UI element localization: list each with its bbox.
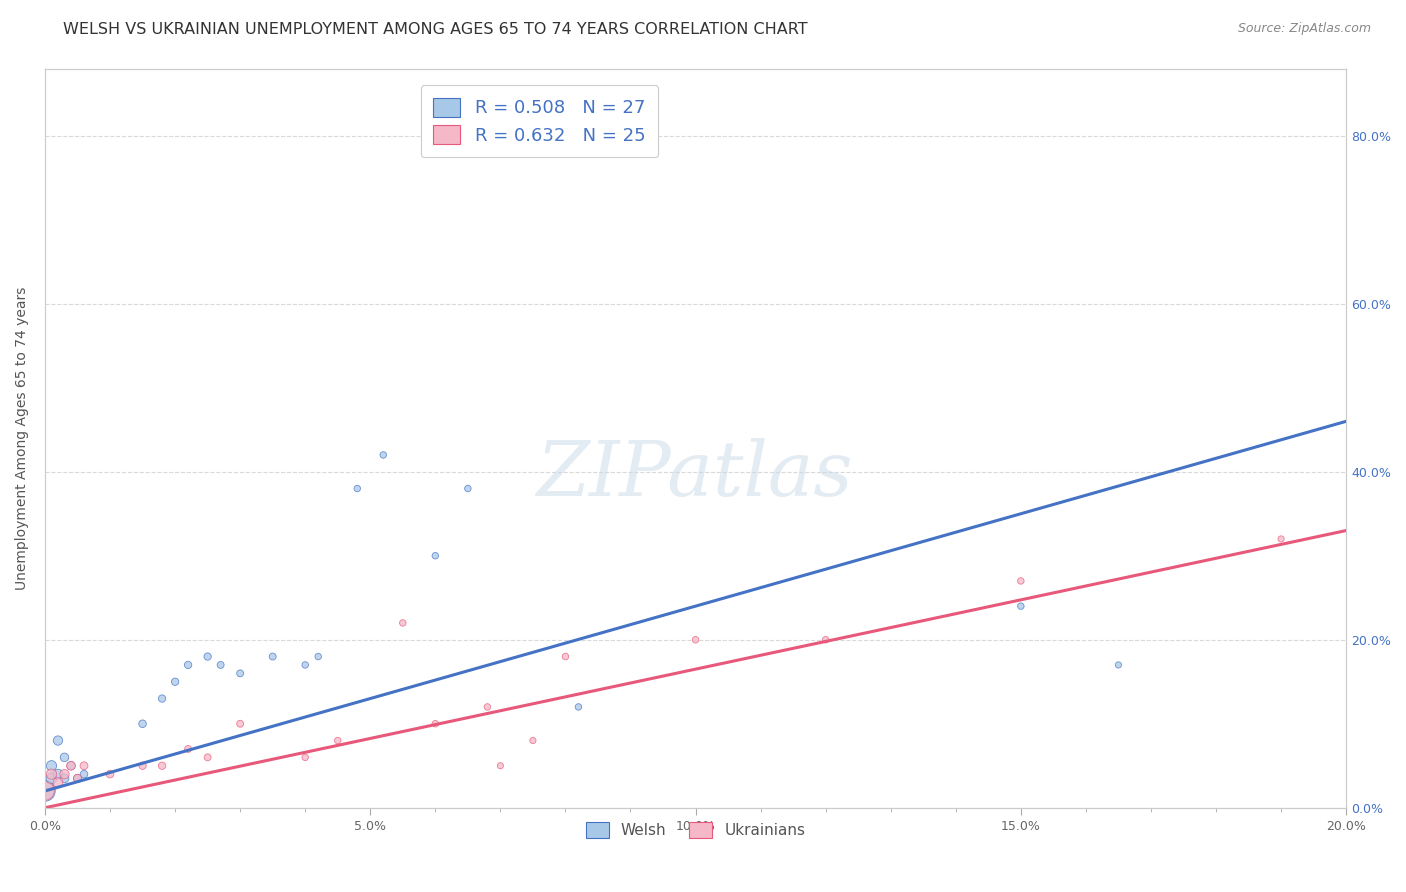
Point xyxy=(131,716,153,731)
Legend: Welsh, Ukrainians: Welsh, Ukrainians xyxy=(579,816,811,845)
Point xyxy=(391,615,413,630)
Point xyxy=(46,775,69,789)
Point xyxy=(477,700,499,714)
Point xyxy=(177,657,200,672)
Point xyxy=(34,784,56,798)
Point xyxy=(59,758,82,772)
Point xyxy=(457,482,479,496)
Point xyxy=(229,666,252,681)
Point xyxy=(46,767,69,781)
Point xyxy=(53,750,76,764)
Y-axis label: Unemployment Among Ages 65 to 74 years: Unemployment Among Ages 65 to 74 years xyxy=(15,286,30,590)
Point xyxy=(294,657,316,672)
Point xyxy=(685,632,707,647)
Text: ZIPatlas: ZIPatlas xyxy=(537,438,853,512)
Point xyxy=(425,549,447,563)
Point xyxy=(150,758,173,772)
Point xyxy=(165,674,187,689)
Point xyxy=(41,758,63,772)
Point xyxy=(41,772,63,786)
Point xyxy=(1010,574,1032,588)
Point xyxy=(41,767,63,781)
Point xyxy=(73,767,96,781)
Point xyxy=(46,733,69,747)
Point xyxy=(34,784,56,798)
Point xyxy=(209,657,232,672)
Text: Source: ZipAtlas.com: Source: ZipAtlas.com xyxy=(1237,22,1371,36)
Point xyxy=(98,767,121,781)
Point xyxy=(522,733,544,747)
Point xyxy=(814,632,837,647)
Point xyxy=(1010,599,1032,614)
Point xyxy=(567,700,589,714)
Point xyxy=(326,733,349,747)
Point xyxy=(53,772,76,786)
Point xyxy=(66,772,89,786)
Point xyxy=(53,767,76,781)
Point xyxy=(1107,657,1129,672)
Point xyxy=(425,716,447,731)
Point xyxy=(1270,532,1292,546)
Point xyxy=(131,758,153,772)
Point xyxy=(66,772,89,786)
Point xyxy=(229,716,252,731)
Point xyxy=(346,482,368,496)
Point xyxy=(197,649,219,664)
Point xyxy=(554,649,576,664)
Point xyxy=(197,750,219,764)
Point xyxy=(373,448,395,462)
Point xyxy=(307,649,329,664)
Point xyxy=(262,649,284,664)
Point xyxy=(73,758,96,772)
Point xyxy=(150,691,173,706)
Point xyxy=(177,742,200,756)
Point xyxy=(59,758,82,772)
Point xyxy=(294,750,316,764)
Text: WELSH VS UKRAINIAN UNEMPLOYMENT AMONG AGES 65 TO 74 YEARS CORRELATION CHART: WELSH VS UKRAINIAN UNEMPLOYMENT AMONG AG… xyxy=(63,22,808,37)
Point xyxy=(489,758,512,772)
